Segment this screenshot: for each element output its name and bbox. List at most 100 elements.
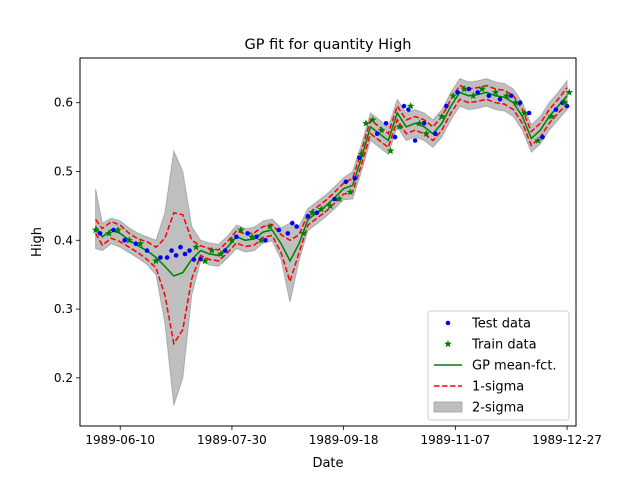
train-point xyxy=(415,119,424,127)
train-point xyxy=(326,201,334,210)
train-point xyxy=(308,208,317,216)
x-tick-label: 1989-06-10 xyxy=(85,433,155,447)
test-point xyxy=(332,196,338,202)
test-point xyxy=(497,97,503,102)
test-point xyxy=(540,134,545,140)
test-point xyxy=(276,227,282,233)
train-point xyxy=(422,129,431,137)
test-point xyxy=(111,227,116,233)
legend-label: 2-sigma xyxy=(472,401,524,416)
gp-mean-line xyxy=(94,91,568,277)
x-axis-ticks: 1989-06-10 1989-07-30 1989-09-18 1989-11-07… xyxy=(85,426,602,447)
test-point xyxy=(97,231,103,236)
y-axis-label: High xyxy=(30,227,45,257)
x-tick-label: 1989-07-30 xyxy=(197,433,267,447)
train-point xyxy=(406,102,415,110)
x-tick-label: 1989-12-27 xyxy=(532,433,602,447)
train-point xyxy=(237,226,245,234)
test-point xyxy=(432,131,438,136)
plot-frame xyxy=(79,57,577,427)
test-point xyxy=(374,131,380,136)
train-point xyxy=(362,119,370,127)
legend-test-marker xyxy=(445,320,451,326)
train-data-points xyxy=(91,85,574,265)
train-point xyxy=(266,222,274,230)
test-point xyxy=(182,251,188,257)
train-point xyxy=(125,236,133,244)
legend-train-marker xyxy=(444,340,452,348)
train-point xyxy=(478,85,486,93)
test-point xyxy=(486,93,492,99)
train-point xyxy=(438,112,446,120)
test-point xyxy=(526,110,532,116)
test-point xyxy=(245,231,250,236)
legend-sigma2-swatch xyxy=(433,401,463,413)
train-point xyxy=(248,232,256,241)
train-point xyxy=(152,256,160,265)
train-point xyxy=(192,243,200,251)
one-sigma-lines xyxy=(94,84,568,346)
one-sigma-lower-line xyxy=(94,98,568,346)
train-point xyxy=(449,91,457,100)
train-point xyxy=(469,91,477,100)
gp-mean-path xyxy=(94,91,568,277)
legend-label: Train data xyxy=(471,338,537,353)
train-point xyxy=(317,205,326,213)
test-point xyxy=(222,248,228,253)
train-point xyxy=(395,122,404,130)
train-point xyxy=(91,226,100,234)
train-point xyxy=(502,91,511,100)
train-point xyxy=(335,195,343,203)
x-tick-label: 1989-11-07 xyxy=(420,433,490,447)
train-point xyxy=(386,146,395,155)
train-point xyxy=(377,126,386,134)
test-point xyxy=(444,103,449,109)
two-sigma-band xyxy=(95,77,568,406)
train-point xyxy=(511,98,520,106)
legend-label: Test data xyxy=(471,317,531,332)
test-point xyxy=(466,86,472,92)
test-point xyxy=(314,210,320,216)
y-axis-ticks: 0.2 0.3 0.4 0.5 0.6 xyxy=(54,96,80,385)
train-point xyxy=(368,115,377,124)
legend-box xyxy=(427,310,570,421)
test-point xyxy=(254,234,259,240)
test-point xyxy=(144,248,150,253)
test-point xyxy=(455,90,460,95)
y-tick-label: 0.6 xyxy=(54,96,73,110)
test-point xyxy=(383,121,389,126)
one-sigma-upper-line xyxy=(94,84,568,251)
test-point xyxy=(401,103,407,109)
two-sigma-area xyxy=(95,77,568,406)
test-point xyxy=(263,238,268,243)
train-point xyxy=(136,239,145,247)
test-point xyxy=(421,121,427,126)
train-point xyxy=(520,109,529,117)
test-point xyxy=(191,257,197,262)
y-tick-label: 0.5 xyxy=(54,164,73,178)
train-point xyxy=(491,88,500,96)
test-point xyxy=(178,244,183,250)
y-tick-label: 0.3 xyxy=(54,302,73,316)
test-point xyxy=(553,107,559,112)
chart-title: GP fit for quantity High xyxy=(245,37,412,53)
y-tick-label: 0.2 xyxy=(54,371,73,385)
train-point xyxy=(565,88,574,96)
test-point xyxy=(352,176,358,181)
test-point xyxy=(122,238,127,243)
train-point xyxy=(460,85,469,93)
test-point xyxy=(285,231,291,236)
test-point xyxy=(294,224,300,229)
train-point xyxy=(346,188,355,196)
plot-area xyxy=(91,77,574,406)
train-point xyxy=(114,226,122,234)
y-tick-label: 0.4 xyxy=(54,233,73,247)
train-point xyxy=(208,246,216,254)
test-point xyxy=(517,100,523,105)
test-point xyxy=(169,248,174,253)
legend-label: GP mean-fct. xyxy=(472,359,557,374)
test-point xyxy=(508,93,514,99)
x-axis-label: Date xyxy=(312,456,343,471)
test-point xyxy=(187,248,192,253)
